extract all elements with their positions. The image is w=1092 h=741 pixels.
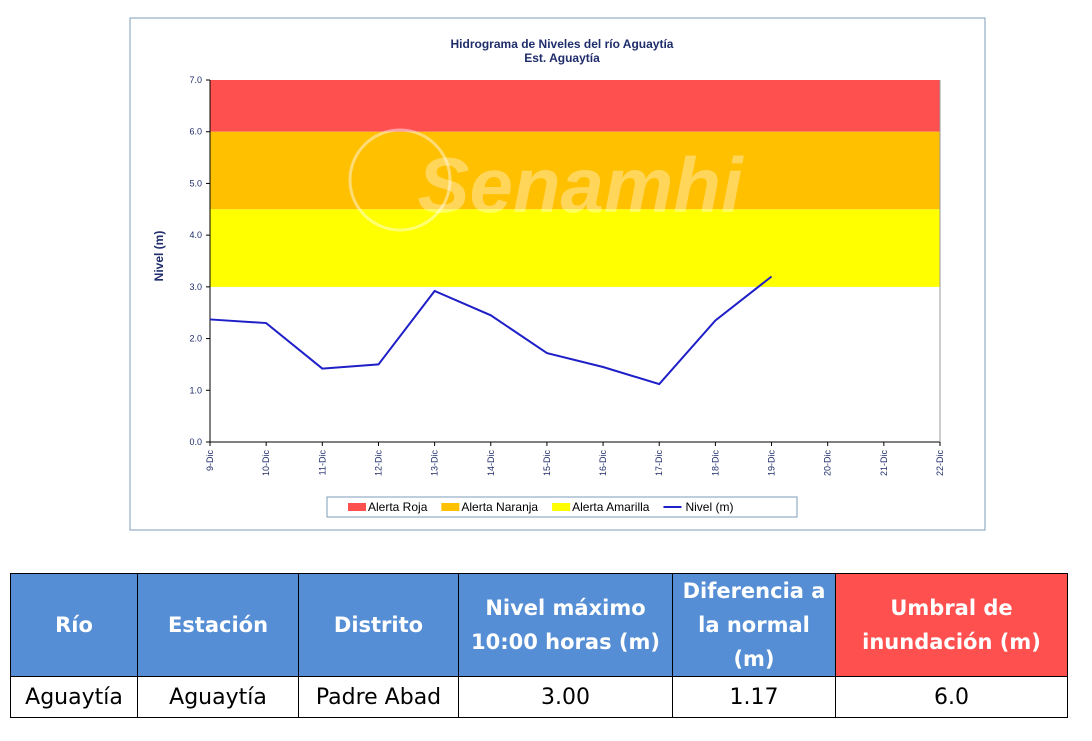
y-tick-label: 0.0 xyxy=(189,437,202,447)
y-tick-label: 6.0 xyxy=(189,127,202,137)
chart-subtitle: Est. Aguaytía xyxy=(524,51,600,65)
watermark-sun xyxy=(348,128,452,232)
header-cell: Nivel máximo 10:00 horas (m) xyxy=(458,573,673,677)
header-cell: Estación xyxy=(137,573,299,677)
data-cell: Padre Abad xyxy=(298,676,459,718)
header-cell: Diferencia a la normal (m) xyxy=(672,573,836,677)
legend: Alerta Roja Alerta Naranja Alerta Amarilla… xyxy=(326,496,798,518)
alert-band xyxy=(210,80,940,132)
x-tick-label: 21-Dic xyxy=(879,450,889,477)
table: Río Estación Distrito Nivel máximo 10:00 ho… xyxy=(10,573,1068,718)
legend-label: Alerta Naranja xyxy=(461,500,538,514)
chart-title: Hidrograma de Niveles del río Aguaytía xyxy=(451,37,674,51)
x-tick-label: 11-Dic xyxy=(317,450,327,476)
header-cell: Umbral de inundación (m) xyxy=(835,573,1068,677)
x-tick-label: 20-Dic xyxy=(823,450,833,477)
chart: Hidrograma de Niveles del río Aguaytía E… xyxy=(129,17,986,531)
x-tick-label: 9-Dic xyxy=(205,450,215,472)
y-axis-label: Nivel (m) xyxy=(152,231,166,282)
legend-swatch xyxy=(441,503,460,511)
legend-label: Alerta Amarilla xyxy=(572,500,650,514)
y-tick-label: 2.0 xyxy=(189,334,202,344)
legend-swatch xyxy=(552,503,571,511)
y-tick-label: 5.0 xyxy=(189,178,202,188)
data-cell: Aguaytía xyxy=(10,676,138,718)
x-tick-label: 15-Dic xyxy=(542,450,552,477)
x-tick-label: 13-Dic xyxy=(430,450,440,477)
x-tick-label: 14-Dic xyxy=(486,450,496,477)
x-tick-label: 19-Dic xyxy=(767,450,777,477)
data-cell: Aguaytía xyxy=(137,676,299,718)
header-row: Río Estación Distrito Nivel máximo 10:00 ho… xyxy=(10,573,1068,677)
x-tick-label: 16-Dic xyxy=(598,450,608,477)
legend-label: Nivel (m) xyxy=(685,500,733,514)
header-cell: Río xyxy=(10,573,138,677)
x-tick-label: 12-Dic xyxy=(373,450,383,477)
x-tick-label: 22-Dic xyxy=(935,450,945,477)
series-line xyxy=(209,275,773,386)
x-tick-label: 10-Dic xyxy=(261,450,271,477)
y-tick-label: 3.0 xyxy=(189,282,202,292)
data-row: Aguaytía Aguaytía Padre Abad 3.00 1.17 6.0 xyxy=(10,676,1068,718)
legend-swatch xyxy=(348,503,366,511)
x-tick-label: 18-Dic xyxy=(710,450,720,477)
data-cell: 3.00 xyxy=(458,676,673,718)
y-tick-label: 7.0 xyxy=(189,75,202,85)
alert-band xyxy=(210,209,940,287)
x-tick-label: 17-Dic xyxy=(654,450,664,477)
header-cell: Distrito xyxy=(298,573,459,677)
data-cell: 1.17 xyxy=(672,676,836,718)
y-tick-label: 1.0 xyxy=(189,385,202,395)
legend-label: Alerta Roja xyxy=(368,500,428,514)
watermark: Senamhi xyxy=(417,141,743,229)
data-cell: 6.0 xyxy=(835,676,1068,718)
y-tick-label: 4.0 xyxy=(189,230,202,240)
alert-band xyxy=(210,131,940,210)
